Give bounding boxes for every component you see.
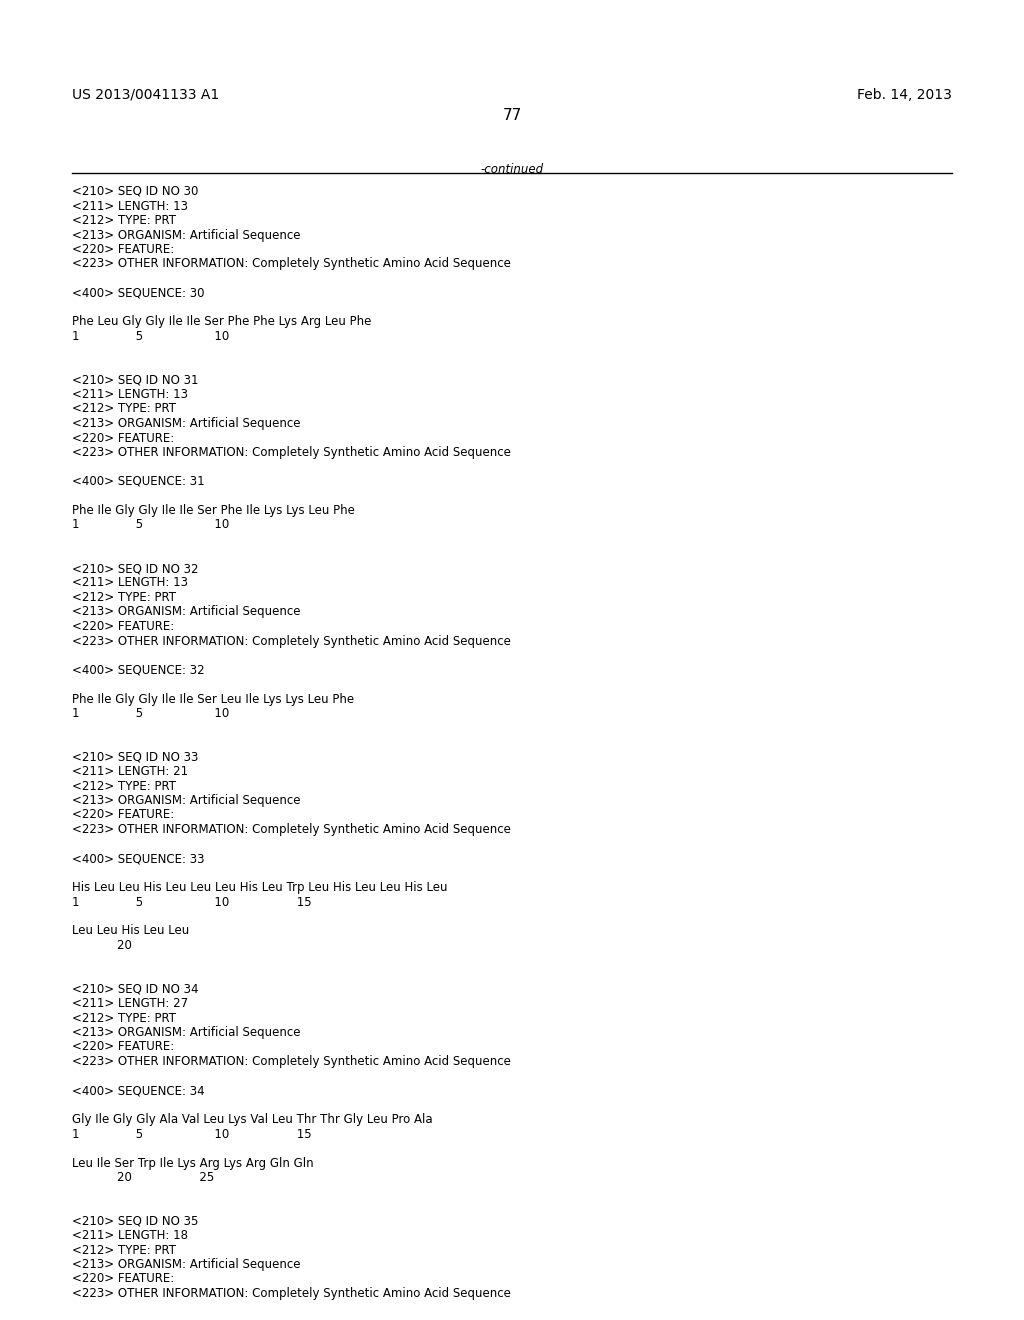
- Text: <212> TYPE: PRT: <212> TYPE: PRT: [72, 780, 176, 792]
- Text: <212> TYPE: PRT: <212> TYPE: PRT: [72, 591, 176, 605]
- Text: 1               5                   10                  15: 1 5 10 15: [72, 1127, 311, 1140]
- Text: <211> LENGTH: 13: <211> LENGTH: 13: [72, 577, 188, 590]
- Text: 1               5                   10: 1 5 10: [72, 708, 229, 719]
- Text: 1               5                   10                  15: 1 5 10 15: [72, 895, 311, 908]
- Text: 1               5                   10: 1 5 10: [72, 330, 229, 343]
- Text: Phe Ile Gly Gly Ile Ile Ser Leu Ile Lys Lys Leu Phe: Phe Ile Gly Gly Ile Ile Ser Leu Ile Lys …: [72, 693, 354, 705]
- Text: 20: 20: [72, 939, 132, 952]
- Text: <211> LENGTH: 21: <211> LENGTH: 21: [72, 766, 188, 777]
- Text: Gly Ile Gly Gly Ala Val Leu Lys Val Leu Thr Thr Gly Leu Pro Ala: Gly Ile Gly Gly Ala Val Leu Lys Val Leu …: [72, 1113, 432, 1126]
- Text: <211> LENGTH: 13: <211> LENGTH: 13: [72, 388, 188, 401]
- Text: Leu Ile Ser Trp Ile Lys Arg Lys Arg Gln Gln: Leu Ile Ser Trp Ile Lys Arg Lys Arg Gln …: [72, 1156, 313, 1170]
- Text: <213> ORGANISM: Artificial Sequence: <213> ORGANISM: Artificial Sequence: [72, 606, 300, 619]
- Text: <220> FEATURE:: <220> FEATURE:: [72, 1272, 174, 1286]
- Text: <220> FEATURE:: <220> FEATURE:: [72, 1040, 174, 1053]
- Text: <210> SEQ ID NO 30: <210> SEQ ID NO 30: [72, 185, 199, 198]
- Text: Feb. 14, 2013: Feb. 14, 2013: [857, 88, 952, 102]
- Text: <211> LENGTH: 18: <211> LENGTH: 18: [72, 1229, 188, 1242]
- Text: <212> TYPE: PRT: <212> TYPE: PRT: [72, 403, 176, 416]
- Text: <211> LENGTH: 13: <211> LENGTH: 13: [72, 199, 188, 213]
- Text: -continued: -continued: [480, 162, 544, 176]
- Text: His Leu Leu His Leu Leu Leu His Leu Trp Leu His Leu Leu His Leu: His Leu Leu His Leu Leu Leu His Leu Trp …: [72, 880, 447, 894]
- Text: <400> SEQUENCE: 32: <400> SEQUENCE: 32: [72, 664, 205, 676]
- Text: 77: 77: [503, 108, 521, 123]
- Text: <223> OTHER INFORMATION: Completely Synthetic Amino Acid Sequence: <223> OTHER INFORMATION: Completely Synt…: [72, 1287, 511, 1300]
- Text: <400> SEQUENCE: 31: <400> SEQUENCE: 31: [72, 475, 205, 488]
- Text: <223> OTHER INFORMATION: Completely Synthetic Amino Acid Sequence: <223> OTHER INFORMATION: Completely Synt…: [72, 635, 511, 648]
- Text: <400> SEQUENCE: 34: <400> SEQUENCE: 34: [72, 1084, 205, 1097]
- Text: <223> OTHER INFORMATION: Completely Synthetic Amino Acid Sequence: <223> OTHER INFORMATION: Completely Synt…: [72, 1055, 511, 1068]
- Text: 1               5                   10: 1 5 10: [72, 519, 229, 532]
- Text: <220> FEATURE:: <220> FEATURE:: [72, 620, 174, 634]
- Text: <212> TYPE: PRT: <212> TYPE: PRT: [72, 1243, 176, 1257]
- Text: <210> SEQ ID NO 31: <210> SEQ ID NO 31: [72, 374, 199, 387]
- Text: <213> ORGANISM: Artificial Sequence: <213> ORGANISM: Artificial Sequence: [72, 1026, 300, 1039]
- Text: <400> SEQUENCE: 30: <400> SEQUENCE: 30: [72, 286, 205, 300]
- Text: <213> ORGANISM: Artificial Sequence: <213> ORGANISM: Artificial Sequence: [72, 1258, 300, 1271]
- Text: Leu Leu His Leu Leu: Leu Leu His Leu Leu: [72, 924, 189, 937]
- Text: 20                  25: 20 25: [72, 1171, 214, 1184]
- Text: <220> FEATURE:: <220> FEATURE:: [72, 808, 174, 821]
- Text: <213> ORGANISM: Artificial Sequence: <213> ORGANISM: Artificial Sequence: [72, 795, 300, 807]
- Text: Phe Leu Gly Gly Ile Ile Ser Phe Phe Lys Arg Leu Phe: Phe Leu Gly Gly Ile Ile Ser Phe Phe Lys …: [72, 315, 372, 329]
- Text: <223> OTHER INFORMATION: Completely Synthetic Amino Acid Sequence: <223> OTHER INFORMATION: Completely Synt…: [72, 257, 511, 271]
- Text: <213> ORGANISM: Artificial Sequence: <213> ORGANISM: Artificial Sequence: [72, 417, 300, 430]
- Text: Phe Ile Gly Gly Ile Ile Ser Phe Ile Lys Lys Leu Phe: Phe Ile Gly Gly Ile Ile Ser Phe Ile Lys …: [72, 504, 355, 517]
- Text: <213> ORGANISM: Artificial Sequence: <213> ORGANISM: Artificial Sequence: [72, 228, 300, 242]
- Text: <210> SEQ ID NO 33: <210> SEQ ID NO 33: [72, 751, 199, 763]
- Text: <210> SEQ ID NO 32: <210> SEQ ID NO 32: [72, 562, 199, 576]
- Text: <400> SEQUENCE: 33: <400> SEQUENCE: 33: [72, 851, 205, 865]
- Text: <212> TYPE: PRT: <212> TYPE: PRT: [72, 1011, 176, 1024]
- Text: <223> OTHER INFORMATION: Completely Synthetic Amino Acid Sequence: <223> OTHER INFORMATION: Completely Synt…: [72, 446, 511, 459]
- Text: US 2013/0041133 A1: US 2013/0041133 A1: [72, 88, 219, 102]
- Text: <211> LENGTH: 27: <211> LENGTH: 27: [72, 997, 188, 1010]
- Text: <220> FEATURE:: <220> FEATURE:: [72, 432, 174, 445]
- Text: <223> OTHER INFORMATION: Completely Synthetic Amino Acid Sequence: <223> OTHER INFORMATION: Completely Synt…: [72, 822, 511, 836]
- Text: <210> SEQ ID NO 34: <210> SEQ ID NO 34: [72, 982, 199, 995]
- Text: <210> SEQ ID NO 35: <210> SEQ ID NO 35: [72, 1214, 199, 1228]
- Text: <212> TYPE: PRT: <212> TYPE: PRT: [72, 214, 176, 227]
- Text: <220> FEATURE:: <220> FEATURE:: [72, 243, 174, 256]
